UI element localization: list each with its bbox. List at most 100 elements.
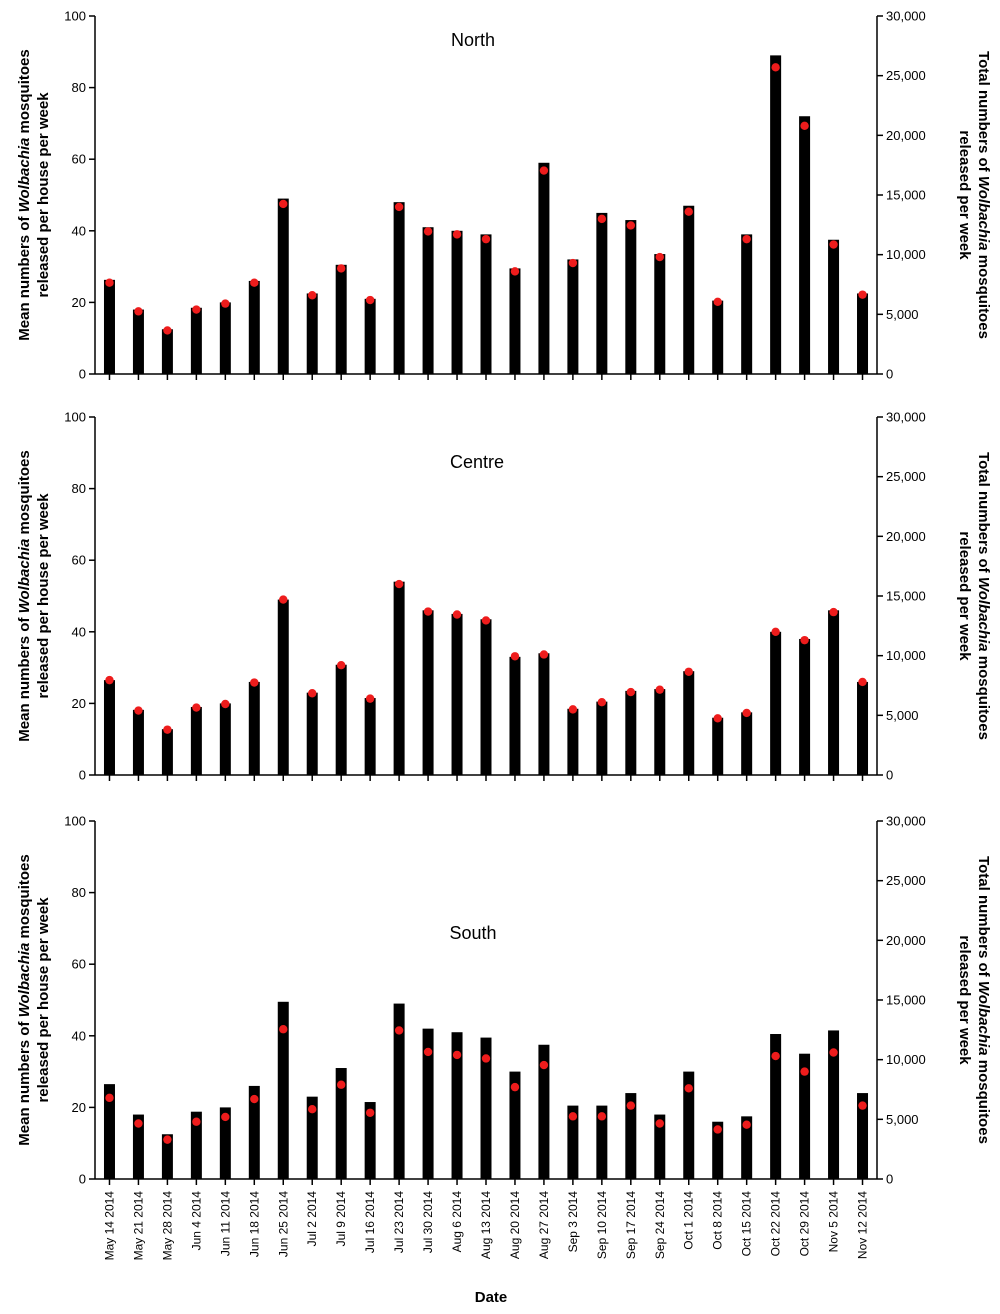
bar — [567, 709, 578, 775]
total-dot — [279, 1025, 287, 1033]
bar — [278, 199, 289, 374]
total-dot — [221, 1113, 229, 1121]
total-dot — [192, 703, 200, 711]
date-label: May 21 2014 — [131, 1191, 145, 1261]
right-tick-label: 5,000 — [886, 307, 919, 322]
date-label: Sep 24 2014 — [653, 1191, 667, 1259]
total-dot — [105, 676, 113, 684]
left-tick-label: 100 — [64, 9, 86, 24]
right-tick-label: 10,000 — [886, 1052, 926, 1067]
bar — [162, 329, 173, 374]
total-dot — [569, 1112, 577, 1120]
total-dot — [511, 652, 519, 660]
total-dot — [858, 678, 866, 686]
total-dot — [105, 279, 113, 287]
left-tick-label: 80 — [72, 80, 86, 95]
right-tick-label: 0 — [886, 768, 893, 783]
right-tick-label: 10,000 — [886, 648, 926, 663]
left-axis-title: released per house per week — [35, 897, 52, 1103]
bar — [596, 702, 607, 775]
left-tick-label: 0 — [79, 367, 86, 382]
date-label: Jul 30 2014 — [421, 1191, 435, 1253]
right-tick-label: 30,000 — [886, 9, 926, 24]
bar — [220, 302, 231, 374]
right-axis-title: released per week — [956, 130, 973, 260]
total-dot — [627, 221, 635, 229]
total-dot — [540, 166, 548, 174]
bar — [423, 227, 434, 374]
bar — [538, 653, 549, 775]
right-tick-label: 15,000 — [886, 188, 926, 203]
left-tick-label: 100 — [64, 410, 86, 425]
bar — [741, 712, 752, 775]
bar — [394, 202, 405, 374]
left-tick-label: 20 — [72, 696, 86, 711]
bar — [857, 682, 868, 775]
bar — [104, 680, 115, 775]
total-dot — [771, 1052, 779, 1060]
bar — [249, 682, 260, 775]
total-dot — [858, 290, 866, 298]
total-dot — [279, 595, 287, 603]
bar — [278, 600, 289, 775]
right-tick-label: 25,000 — [886, 68, 926, 83]
right-tick-label: 0 — [886, 1172, 893, 1187]
total-dot — [771, 63, 779, 71]
total-dot — [453, 1051, 461, 1059]
bar — [712, 301, 723, 374]
panel-title: Centre — [450, 452, 504, 472]
panel-title: North — [451, 30, 495, 50]
total-dot — [742, 709, 750, 717]
bar — [336, 265, 347, 374]
total-dot — [250, 279, 258, 287]
bar — [191, 707, 202, 775]
total-dot — [800, 636, 808, 644]
total-dot — [366, 1109, 374, 1117]
left-tick-label: 40 — [72, 223, 86, 238]
bar — [104, 280, 115, 374]
date-label: Nov 5 2014 — [827, 1191, 841, 1253]
total-dot — [337, 264, 345, 272]
total-dot — [163, 725, 171, 733]
date-label: May 28 2014 — [160, 1191, 174, 1261]
left-tick-label: 40 — [72, 624, 86, 639]
panel-north: 0 20 40 60 80 100 0 5,000 10,000 15,000 20,000 25,0… — [64, 9, 925, 382]
total-dot — [395, 203, 403, 211]
right-tick-label: 25,000 — [886, 469, 926, 484]
date-label: Aug 6 2014 — [450, 1191, 464, 1253]
total-dot — [308, 291, 316, 299]
bar — [683, 671, 694, 775]
total-dot — [424, 607, 432, 615]
bar — [828, 240, 839, 374]
total-dot — [134, 706, 142, 714]
bar — [857, 293, 868, 374]
right-axis-title: Total numbers of Wolbachia mosquitoes — [975, 856, 992, 1144]
date-label: Oct 15 2014 — [740, 1191, 754, 1257]
right-tick-label: 0 — [886, 367, 893, 382]
bar — [481, 234, 492, 374]
bar — [452, 614, 463, 775]
bar — [249, 281, 260, 374]
total-dot — [250, 678, 258, 686]
date-label: Jun 25 2014 — [276, 1191, 290, 1257]
left-axis-title: Mean numbers of Wolbachia mosquitoes — [16, 854, 33, 1145]
total-dot — [279, 200, 287, 208]
bar — [336, 665, 347, 775]
total-dot — [656, 1119, 664, 1127]
total-dot — [250, 1095, 258, 1103]
right-tick-label: 20,000 — [886, 128, 926, 143]
total-dot — [366, 694, 374, 702]
bar — [799, 116, 810, 374]
bar — [394, 582, 405, 775]
date-label: May 14 2014 — [102, 1191, 116, 1261]
total-dot — [829, 608, 837, 616]
left-tick-label: 60 — [72, 553, 86, 568]
date-label: Aug 13 2014 — [479, 1191, 493, 1259]
total-dot — [685, 1084, 693, 1092]
total-dot — [656, 253, 664, 261]
left-tick-label: 100 — [64, 814, 86, 829]
total-dot — [366, 296, 374, 304]
right-tick-label: 30,000 — [886, 814, 926, 829]
left-tick-label: 0 — [79, 768, 86, 783]
